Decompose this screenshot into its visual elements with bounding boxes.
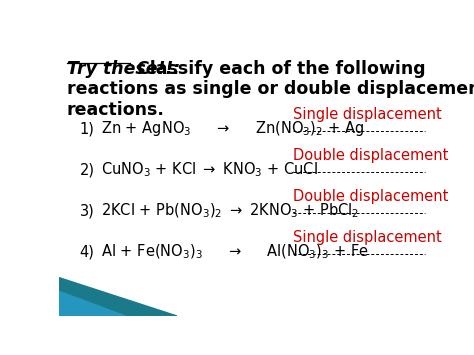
Text: 1): 1)	[80, 121, 94, 136]
Text: Try these!!:: Try these!!:	[66, 60, 180, 78]
Text: Zn + AgNO$_3$     $\rightarrow$     Zn(NO$_3$)$_2$ + Ag: Zn + AgNO$_3$ $\rightarrow$ Zn(NO$_3$)$_…	[101, 119, 365, 138]
Text: Double displacement: Double displacement	[292, 148, 448, 163]
Text: Classify each of the following: Classify each of the following	[131, 60, 426, 78]
Polygon shape	[59, 291, 125, 316]
Text: reactions as single or double displacement: reactions as single or double displaceme…	[66, 80, 474, 98]
Text: 2): 2)	[80, 162, 94, 177]
Text: Al + Fe(NO$_3$)$_3$     $\rightarrow$     Al(NO$_3$)$_3$ + Fe: Al + Fe(NO$_3$)$_3$ $\rightarrow$ Al(NO$…	[101, 242, 369, 261]
Text: 4): 4)	[80, 244, 94, 259]
Text: 2KCl + Pb(NO$_3$)$_2$ $\rightarrow$ 2KNO$_3$ + PbCl$_2$: 2KCl + Pb(NO$_3$)$_2$ $\rightarrow$ 2KNO…	[101, 202, 360, 220]
Text: 3): 3)	[80, 203, 94, 218]
Text: Single displacement: Single displacement	[292, 107, 441, 122]
Text: reactions.: reactions.	[66, 100, 164, 119]
Text: CuNO$_3$ + KCl $\rightarrow$ KNO$_3$ + CuCl: CuNO$_3$ + KCl $\rightarrow$ KNO$_3$ + C…	[101, 160, 319, 179]
Text: Double displacement: Double displacement	[292, 189, 448, 204]
Text: Single displacement: Single displacement	[292, 230, 441, 245]
Polygon shape	[59, 278, 177, 316]
